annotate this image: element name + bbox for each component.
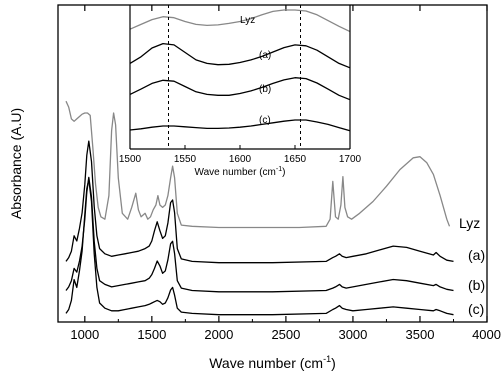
series-line-3 [65,178,454,316]
x-tick-label-5: 3500 [406,327,435,342]
inset-series-line-1 [129,42,351,69]
series-line-1 [65,140,454,264]
inset-x-tick-label-1: 1550 [174,154,197,165]
inset-series-label-2: (b) [259,84,271,95]
inset-x-axis-label-main: Wave number (cm [195,167,276,178]
inset-series-label-3: (c) [259,115,271,126]
inset-x-tick-label-0: 1500 [119,154,142,165]
inset-x-axis-label: Wave number (cm-1) [195,166,286,178]
x-tick-label-1: 1500 [137,327,166,342]
plot-frame [57,4,488,323]
inset-series-line-0 [129,9,351,33]
x-tick-label-4: 3000 [338,327,367,342]
inset-series-line-3 [129,119,351,132]
y-axis-label: Absorbance (A.U) [8,108,24,219]
series-line-0 [65,100,451,229]
series-label-3: (c) [468,301,484,317]
inset-series-label-0: Lyz [240,15,255,26]
x-axis-label-sup: -1 [323,354,331,364]
inset-x-tick-label-3: 1650 [284,154,307,165]
x-tick-label-6: 4000 [472,327,501,342]
inset-x-axis-label-end: ) [282,167,285,178]
series-label-1: (a) [468,247,485,263]
series-line-2 [65,176,454,293]
x-axis-label: Wave number (cm-1) [209,354,336,371]
x-tick-label-2: 2000 [204,327,233,342]
x-tick-label-3: 2500 [271,327,300,342]
series-label-0: Lyz [459,215,480,231]
x-axis-label-end: ) [331,355,336,371]
inset-series-label-1: (a) [259,50,271,61]
inset-x-tick-label-2: 1600 [229,154,252,165]
inset-series-line-2 [129,77,351,101]
inset-x-axis-label-sup: -1 [276,166,282,173]
inset-x-tick-label-4: 1700 [339,154,362,165]
x-axis-label-main: Wave number (cm [209,355,323,371]
series-label-2: (b) [468,277,485,293]
x-tick-label-0: 1000 [70,327,99,342]
